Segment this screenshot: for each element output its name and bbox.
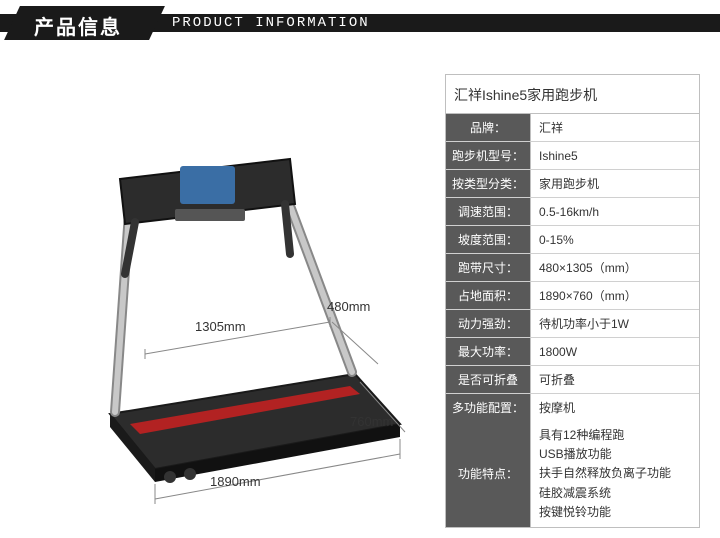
spec-table: 汇祥Ishine5家用跑步机 品牌：汇祥跑步机型号：Ishine5按类型分类：家… [445,74,700,528]
spec-title: 汇祥Ishine5家用跑步机 [446,75,699,114]
spec-label: 最大功率： [446,338,531,365]
spec-label: 是否可折叠 [446,366,531,393]
spec-value: 按摩机 [531,394,699,421]
spec-value: 1890×760（mm） [531,282,699,309]
feature-item: 硅胶减震系统 [539,484,671,503]
spec-value: 1800W [531,338,699,365]
feature-item: 扶手自然释放负离子功能 [539,464,671,483]
spec-label: 动力强劲： [446,310,531,337]
content-area: 1305mm 480mm 1890mm 760mm 汇祥Ishine5家用跑步机… [0,44,720,538]
header-title-en: PRODUCT INFORMATION [172,15,370,31]
spec-row: 按类型分类：家用跑步机 [446,170,699,198]
spec-row: 跑带尺寸：480×1305（mm） [446,254,699,282]
spec-row: 跑步机型号：Ishine5 [446,142,699,170]
spec-value: 0-15% [531,226,699,253]
spec-label: 坡度范围： [446,226,531,253]
spec-value: 待机功率小于1W [531,310,699,337]
spec-value: Ishine5 [531,142,699,169]
spec-row: 动力强劲：待机功率小于1W [446,310,699,338]
feature-item: USB播放功能 [539,445,671,464]
spec-label: 按类型分类： [446,170,531,197]
spec-value: 可折叠 [531,366,699,393]
spec-row-features: 功能特点： 具有12种编程跑USB播放功能扶手自然释放负离子功能硅胶减震系统按键… [446,421,699,527]
spec-row: 占地面积：1890×760（mm） [446,282,699,310]
spec-label: 多功能配置： [446,394,531,421]
feature-item: 具有12种编程跑 [539,426,671,445]
spec-value: 汇祥 [531,114,699,141]
spec-label-features: 功能特点： [446,421,531,527]
spec-value: 480×1305（mm） [531,254,699,281]
dim-footprint-length: 1890mm [210,474,261,489]
spec-row: 多功能配置：按摩机 [446,394,699,421]
spec-row: 坡度范围：0-15% [446,226,699,254]
spec-label: 跑带尺寸： [446,254,531,281]
dim-belt-length: 1305mm [195,319,246,334]
spec-row: 是否可折叠可折叠 [446,366,699,394]
spec-row: 最大功率：1800W [446,338,699,366]
spec-value-features: 具有12种编程跑USB播放功能扶手自然释放负离子功能硅胶减震系统按键悦铃功能 [531,421,699,527]
product-image-area: 1305mm 480mm 1890mm 760mm [20,74,425,528]
spec-value: 家用跑步机 [531,170,699,197]
header-bar: 产品信息 PRODUCT INFORMATION [0,0,720,44]
feature-item: 按键悦铃功能 [539,503,671,522]
dim-belt-width: 480mm [327,299,370,314]
spec-value: 0.5-16km/h [531,198,699,225]
spec-label: 跑步机型号： [446,142,531,169]
spec-row: 品牌：汇祥 [446,114,699,142]
spec-label: 品牌： [446,114,531,141]
dim-footprint-width: 760mm [350,414,393,429]
spec-label: 占地面积： [446,282,531,309]
spec-label: 调速范围： [446,198,531,225]
spec-row: 调速范围：0.5-16km/h [446,198,699,226]
header-title-cn: 产品信息 [34,11,122,40]
